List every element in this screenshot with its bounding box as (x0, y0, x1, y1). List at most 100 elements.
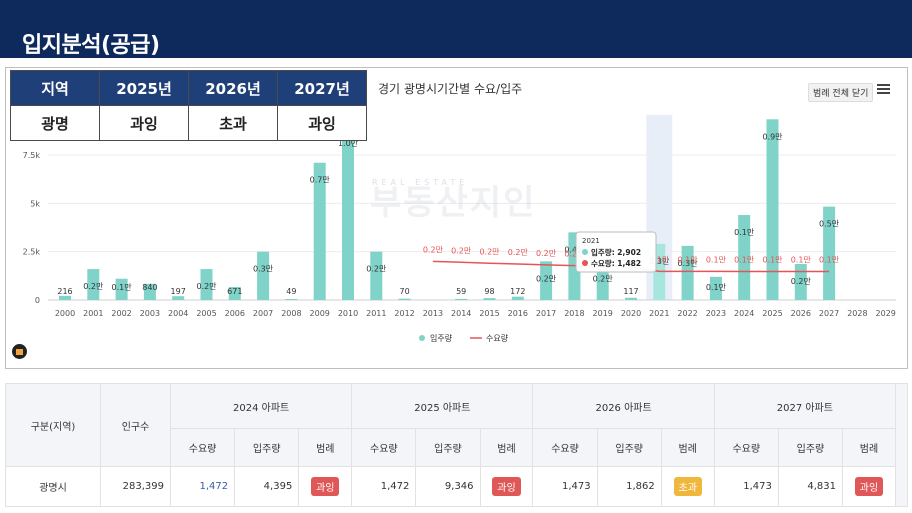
legend-cell: 초과 (660, 466, 715, 507)
bar-data-label: 0.2만 (83, 282, 104, 291)
x-tick-label: 2026 (791, 309, 811, 318)
bar (143, 283, 156, 300)
bar-data-label: 0.2만 (366, 265, 387, 274)
line-data-label: 0.2만 (423, 245, 444, 254)
x-tick-label: 2014 (451, 309, 471, 318)
bar (823, 206, 836, 300)
legend-supply-label: 입주량 (430, 333, 453, 343)
tooltip-demand-text: 수요량: 1,482 (591, 258, 641, 268)
bar-data-label: 49 (286, 287, 296, 296)
x-tick-label: 2010 (338, 309, 358, 318)
bar-data-label: 197 (171, 287, 186, 296)
status-badge: 과잉 (311, 477, 340, 496)
bar (115, 278, 128, 300)
summary-header-cell: 2027년 (277, 70, 367, 106)
subheader-supply: 입주량 (234, 428, 300, 467)
bar-data-label: 117 (623, 287, 638, 296)
status-badge: 과잉 (854, 477, 884, 496)
subheader-demand: 수요량 (713, 428, 779, 467)
x-tick-label: 2007 (253, 309, 273, 318)
bar-data-label: 0.4만 (564, 245, 585, 254)
tooltip-title: 2021 (582, 237, 600, 245)
table-subheader-row: 수요량 입주량 범례 수요량 입주량 범례 수요량 입주량 범례 수요량 입주량… (6, 428, 908, 467)
chart-title: 경기 광명시기간별 수요/입주 (378, 82, 523, 96)
x-tick-label: 2005 (196, 309, 216, 318)
bar (59, 295, 71, 300)
status-badge: 초과 (673, 477, 702, 496)
x-tick-label: 2029 (876, 309, 896, 318)
legend-demand-label: 수요량 (486, 333, 509, 343)
bar (681, 245, 694, 300)
x-tick-label: 2024 (734, 309, 754, 318)
population-cell: 283,399 (100, 466, 171, 507)
status-badge: 과잉 (492, 477, 521, 496)
demand-cell: 1,472 (351, 466, 417, 507)
x-tick-label: 2022 (677, 309, 697, 318)
line-data-label: 0.2만 (536, 249, 557, 258)
bar (398, 298, 411, 300)
x-tick-label: 2003 (140, 309, 160, 318)
watermark-logo: 부동산지인 (370, 183, 537, 223)
legend-cell: 과잉 (842, 466, 896, 507)
subheader-demand: 수요량 (532, 428, 598, 467)
population-header: 인구수 (100, 383, 171, 467)
line-data-label: 0.2만 (451, 246, 472, 255)
bar-data-label: 0.7만 (310, 176, 331, 185)
bar (313, 162, 326, 300)
summary-header-cell: 2026년 (188, 70, 278, 106)
legend-cell: 과잉 (479, 466, 534, 507)
subheader-demand: 수요량 (169, 428, 236, 467)
x-tick-label: 2002 (111, 309, 131, 318)
line-data-label: 0.2만 (508, 248, 529, 257)
supply-demand-chart: 0 2.5k 5k 7.5k 216 0.2만 0.1만 840 197 0.2만 671 0.3만 4… (23, 115, 896, 343)
year-header: 2024 아파트 (169, 383, 353, 429)
bar (172, 296, 185, 300)
summary-header-cell: 지역 (10, 70, 100, 106)
subheader-supply: 입주량 (777, 428, 844, 467)
bar-data-label: 0.1만 (706, 283, 727, 292)
x-tick-label: 2028 (847, 309, 867, 318)
bar-data-label: 0.1만 (112, 283, 133, 292)
x-tick-label: 2016 (508, 309, 528, 318)
tooltip-box (575, 231, 657, 273)
bar-data-label: 98 (484, 287, 494, 296)
line-data-label: 0.2만 (564, 250, 585, 259)
x-tick-label: 2001 (83, 309, 103, 318)
bar (228, 287, 241, 300)
legend-cell: 과잉 (298, 466, 353, 507)
bar-data-label: 70 (400, 287, 410, 296)
x-tick-label: 2008 (281, 309, 301, 318)
line-data-label: 0.1만 (819, 256, 840, 265)
line-data-label: 0.1만 (706, 255, 727, 264)
demand-cell: 1,473 (532, 466, 598, 507)
table-header-row: 구분(지역) 인구수 2024 아파트 2025 아파트 2026 아파트 20… (5, 383, 908, 507)
legend-supply-marker (419, 335, 425, 341)
bar (257, 251, 270, 300)
home-icon[interactable] (12, 344, 27, 359)
summary-value-cell: 초과 (188, 105, 278, 141)
demand-cell: 1,473 (713, 466, 779, 507)
table-edge (895, 383, 908, 507)
line-data-label: 0.1만 (791, 256, 812, 265)
x-tick-label: 2006 (225, 309, 245, 318)
page-header: 입지분석(공급) (0, 0, 912, 58)
subheader-legend: 범례 (479, 428, 534, 467)
summary-value-row: 광명 과잉 초과 과잉 (10, 105, 367, 141)
bar-data-label: 0.2만 (791, 277, 812, 286)
bar-data-label: 172 (510, 287, 525, 296)
bar-data-label: 0.3만 (678, 259, 699, 268)
line-data-label: 0.1만 (734, 256, 755, 265)
bar (794, 264, 807, 300)
subheader-legend: 범례 (298, 428, 353, 467)
bar (342, 126, 354, 300)
subheader-supply: 입주량 (415, 428, 481, 467)
legend-toggle-button[interactable]: 범례 전체 닫기 (808, 83, 874, 102)
bar-data-label: 0.3만 (253, 265, 274, 274)
summary-header-cell: 2025년 (99, 70, 189, 106)
x-tick-label: 2015 (479, 309, 499, 318)
x-tick-label: 2019 (593, 309, 613, 318)
hamburger-menu-icon[interactable] (877, 84, 890, 95)
supply-demand-table: 구분(지역) 인구수 2024 아파트 2025 아파트 2026 아파트 20… (5, 383, 908, 507)
subheader-legend: 범례 (660, 428, 715, 467)
subheader-legend: 범례 (842, 428, 896, 467)
